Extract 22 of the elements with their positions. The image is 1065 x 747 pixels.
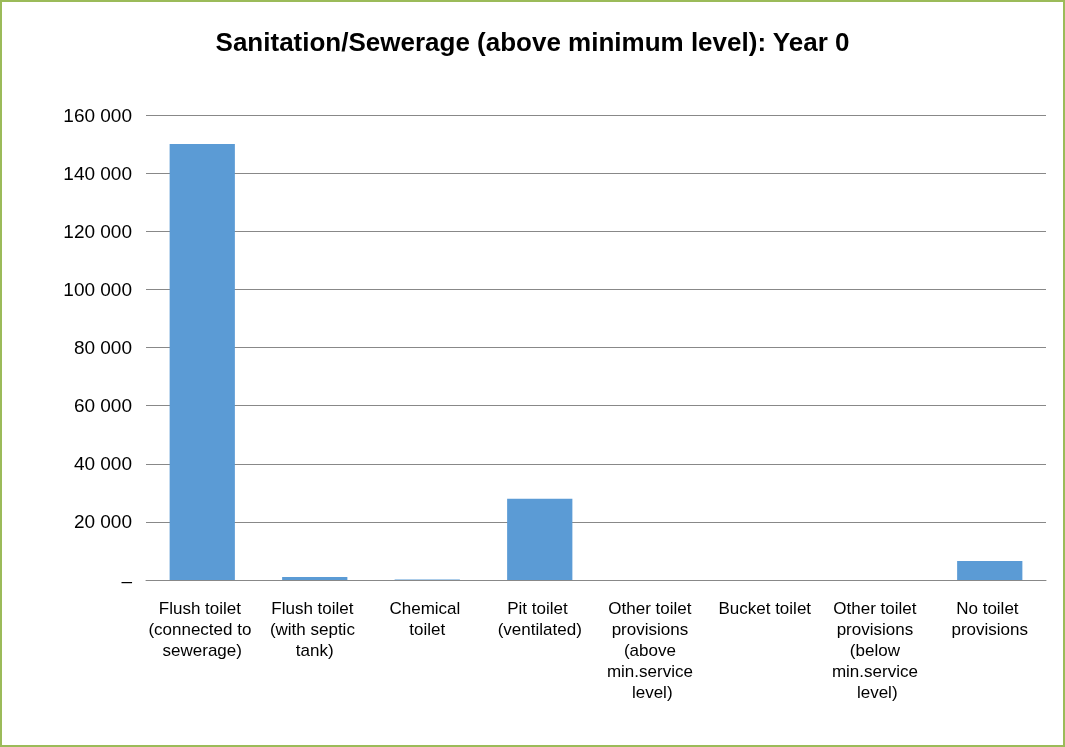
- bar: [957, 561, 1023, 580]
- y-tick-label: –: [121, 569, 133, 591]
- x-tick-label: Chemical toilet: [389, 599, 466, 639]
- x-tick-label: No toilet provisions: [951, 599, 1029, 639]
- y-tick-label: 120 000: [63, 220, 132, 242]
- bar: [282, 577, 348, 580]
- x-tick-label: Other toilet provisions (above min.service level): [606, 599, 698, 702]
- y-tick-label: 60 000: [73, 395, 132, 417]
- bar: [507, 498, 573, 580]
- y-tick-label: 140 000: [63, 162, 132, 184]
- x-tick-label: Other toilet provisions (below min.service level): [831, 599, 923, 702]
- x-tick-label: Bucket toilet: [718, 599, 812, 618]
- x-tick-label: Flush toilet (connected to sewerage): [148, 599, 257, 660]
- y-tick-label: 160 000: [63, 104, 132, 126]
- x-tick-label: Pit toilet (ventilated): [497, 599, 582, 639]
- chart-title: Sanitation/Sewerage (above minimum level): Year 0: [215, 27, 850, 57]
- y-tick-label: 40 000: [73, 453, 132, 475]
- x-tick-label: Flush toilet (with septic tank): [269, 599, 360, 660]
- y-tick-label: 80 000: [73, 337, 132, 358]
- bar: [169, 144, 235, 580]
- y-tick-label: 20 000: [73, 511, 132, 533]
- y-tick-label: 100 000: [63, 278, 132, 300]
